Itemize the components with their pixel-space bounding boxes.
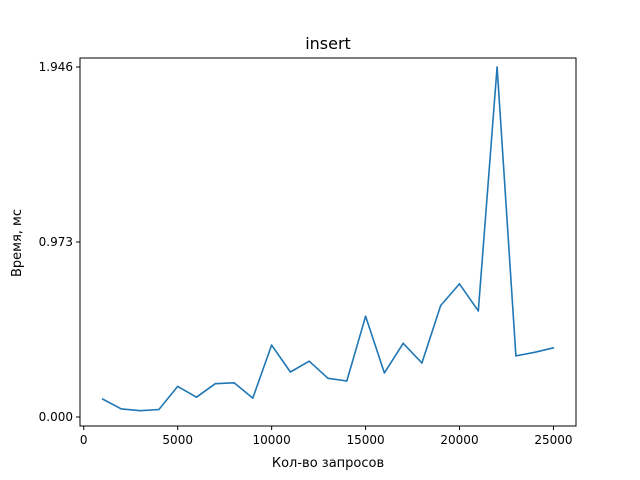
- data-point: [515, 355, 517, 357]
- data-point: [270, 344, 273, 346]
- x-tick-label: 5000: [162, 433, 193, 447]
- data-point: [421, 362, 423, 364]
- x-tick-label: 25000: [534, 433, 572, 447]
- data-point: [327, 377, 329, 380]
- x-tick-label: 10000: [253, 433, 291, 447]
- data-point: [458, 283, 461, 285]
- data-point: [552, 347, 555, 349]
- x-axis-label: Кол-во запросов: [272, 456, 384, 471]
- data-point: [139, 409, 141, 412]
- x-axis-ticks: 0 5000 10000 15000 20000 25000: [80, 426, 573, 447]
- chart-title: insert: [305, 34, 351, 53]
- data-point: [496, 66, 498, 68]
- data-point: [308, 360, 311, 363]
- data-point: [120, 408, 123, 410]
- data-point: [289, 371, 292, 373]
- data-point: [214, 382, 217, 385]
- data-point: [402, 342, 405, 345]
- data-point: [364, 315, 367, 318]
- x-tick-label: 0: [80, 433, 88, 447]
- y-axis-ticks: 0.000 0.973 1.946: [39, 60, 80, 424]
- y-tick-label: 0.000: [39, 410, 73, 424]
- y-tick-label: 0.973: [39, 235, 73, 249]
- data-point: [346, 380, 348, 382]
- data-point: [233, 382, 235, 384]
- data-point: [176, 385, 179, 388]
- data-point: [533, 351, 536, 354]
- data-point: [101, 398, 104, 400]
- data-point: [477, 310, 480, 312]
- x-tick-label: 20000: [440, 433, 478, 447]
- y-axis-label: Время, мс: [10, 209, 25, 277]
- data-point: [439, 304, 442, 307]
- data-point: [252, 397, 254, 399]
- data-point: [158, 408, 160, 411]
- data-point: [383, 372, 386, 374]
- data-point: [195, 396, 198, 399]
- x-tick-label: 15000: [346, 433, 384, 447]
- y-tick-label: 1.946: [39, 60, 73, 74]
